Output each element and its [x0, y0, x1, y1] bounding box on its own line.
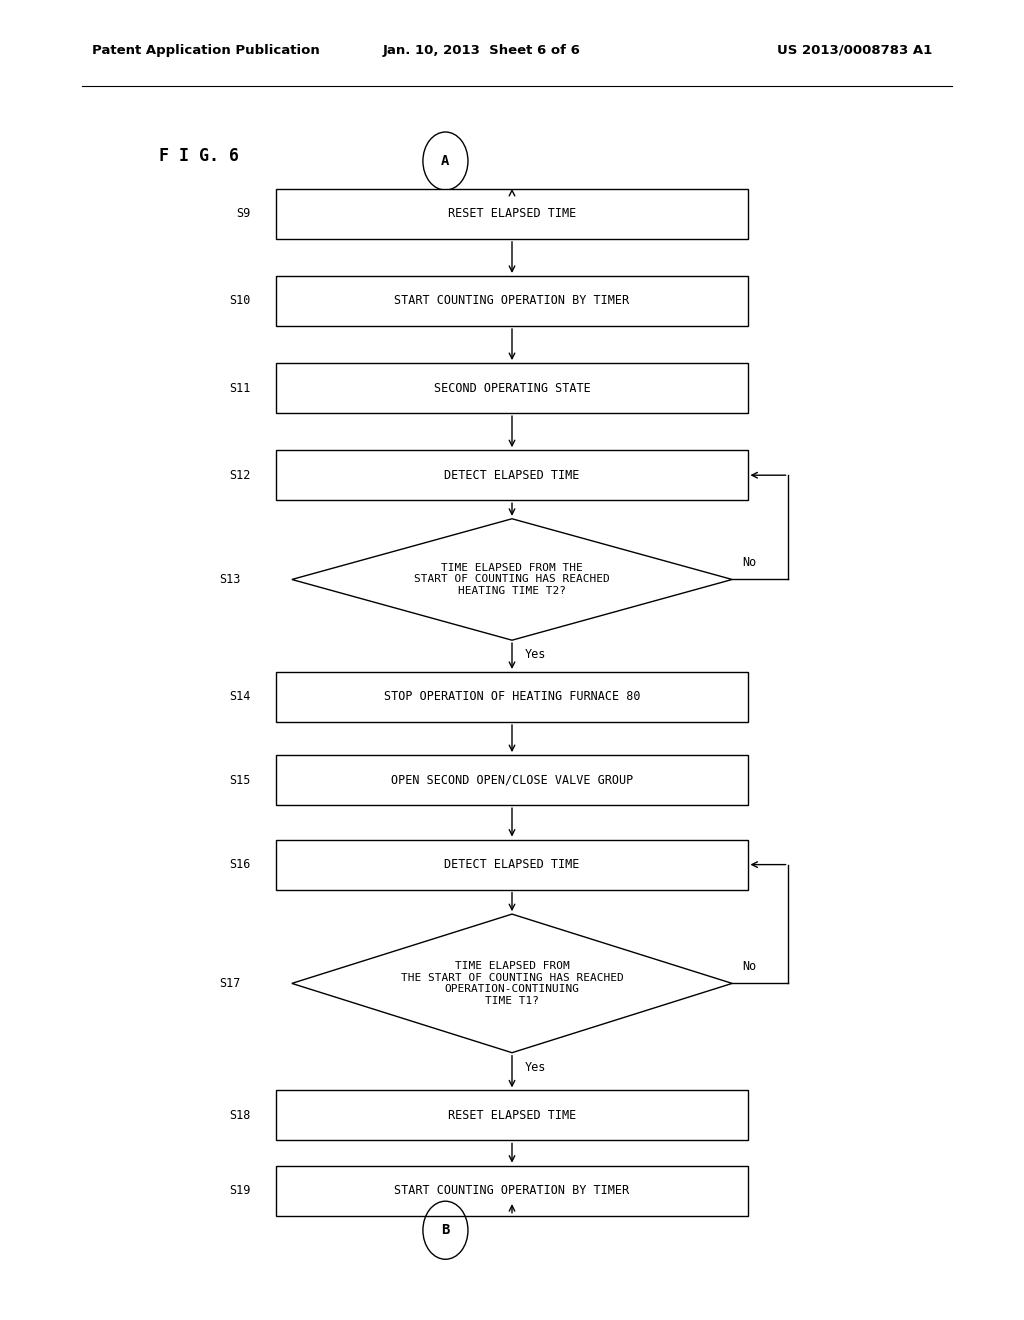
Text: S16: S16 [229, 858, 251, 871]
Text: S12: S12 [229, 469, 251, 482]
Text: RESET ELAPSED TIME: RESET ELAPSED TIME [447, 207, 577, 220]
Text: Yes: Yes [524, 648, 546, 661]
Text: S17: S17 [219, 977, 241, 990]
Text: S10: S10 [229, 294, 251, 308]
FancyBboxPatch shape [276, 189, 748, 239]
Text: SECOND OPERATING STATE: SECOND OPERATING STATE [433, 381, 591, 395]
Text: STOP OPERATION OF HEATING FURNACE 80: STOP OPERATION OF HEATING FURNACE 80 [384, 690, 640, 704]
FancyBboxPatch shape [276, 363, 748, 413]
Text: S18: S18 [229, 1109, 251, 1122]
Text: S15: S15 [229, 774, 251, 787]
FancyBboxPatch shape [276, 276, 748, 326]
Text: S14: S14 [229, 690, 251, 704]
Text: No: No [742, 960, 757, 973]
Text: B: B [441, 1224, 450, 1237]
Text: START COUNTING OPERATION BY TIMER: START COUNTING OPERATION BY TIMER [394, 1184, 630, 1197]
FancyBboxPatch shape [276, 672, 748, 722]
Text: Patent Application Publication: Patent Application Publication [92, 44, 319, 57]
FancyBboxPatch shape [276, 1166, 748, 1216]
Text: TIME ELAPSED FROM
THE START OF COUNTING HAS REACHED
OPERATION-CONTINUING
TIME T1: TIME ELAPSED FROM THE START OF COUNTING … [400, 961, 624, 1006]
Polygon shape [292, 519, 732, 640]
FancyBboxPatch shape [276, 450, 748, 500]
Polygon shape [292, 913, 732, 1053]
Text: S11: S11 [229, 381, 251, 395]
Text: No: No [742, 556, 757, 569]
Text: OPEN SECOND OPEN/CLOSE VALVE GROUP: OPEN SECOND OPEN/CLOSE VALVE GROUP [391, 774, 633, 787]
Text: S9: S9 [237, 207, 251, 220]
Text: RESET ELAPSED TIME: RESET ELAPSED TIME [447, 1109, 577, 1122]
Text: DETECT ELAPSED TIME: DETECT ELAPSED TIME [444, 469, 580, 482]
Text: TIME ELAPSED FROM THE
START OF COUNTING HAS REACHED
HEATING TIME T2?: TIME ELAPSED FROM THE START OF COUNTING … [414, 562, 610, 597]
Text: START COUNTING OPERATION BY TIMER: START COUNTING OPERATION BY TIMER [394, 294, 630, 308]
Text: Jan. 10, 2013  Sheet 6 of 6: Jan. 10, 2013 Sheet 6 of 6 [382, 44, 581, 57]
Text: S19: S19 [229, 1184, 251, 1197]
FancyBboxPatch shape [276, 755, 748, 805]
Text: F I G. 6: F I G. 6 [159, 147, 239, 165]
Text: S13: S13 [219, 573, 241, 586]
Text: Yes: Yes [524, 1061, 546, 1073]
FancyBboxPatch shape [276, 1090, 748, 1140]
Text: DETECT ELAPSED TIME: DETECT ELAPSED TIME [444, 858, 580, 871]
Text: A: A [441, 154, 450, 168]
Text: US 2013/0008783 A1: US 2013/0008783 A1 [776, 44, 932, 57]
FancyBboxPatch shape [276, 840, 748, 890]
